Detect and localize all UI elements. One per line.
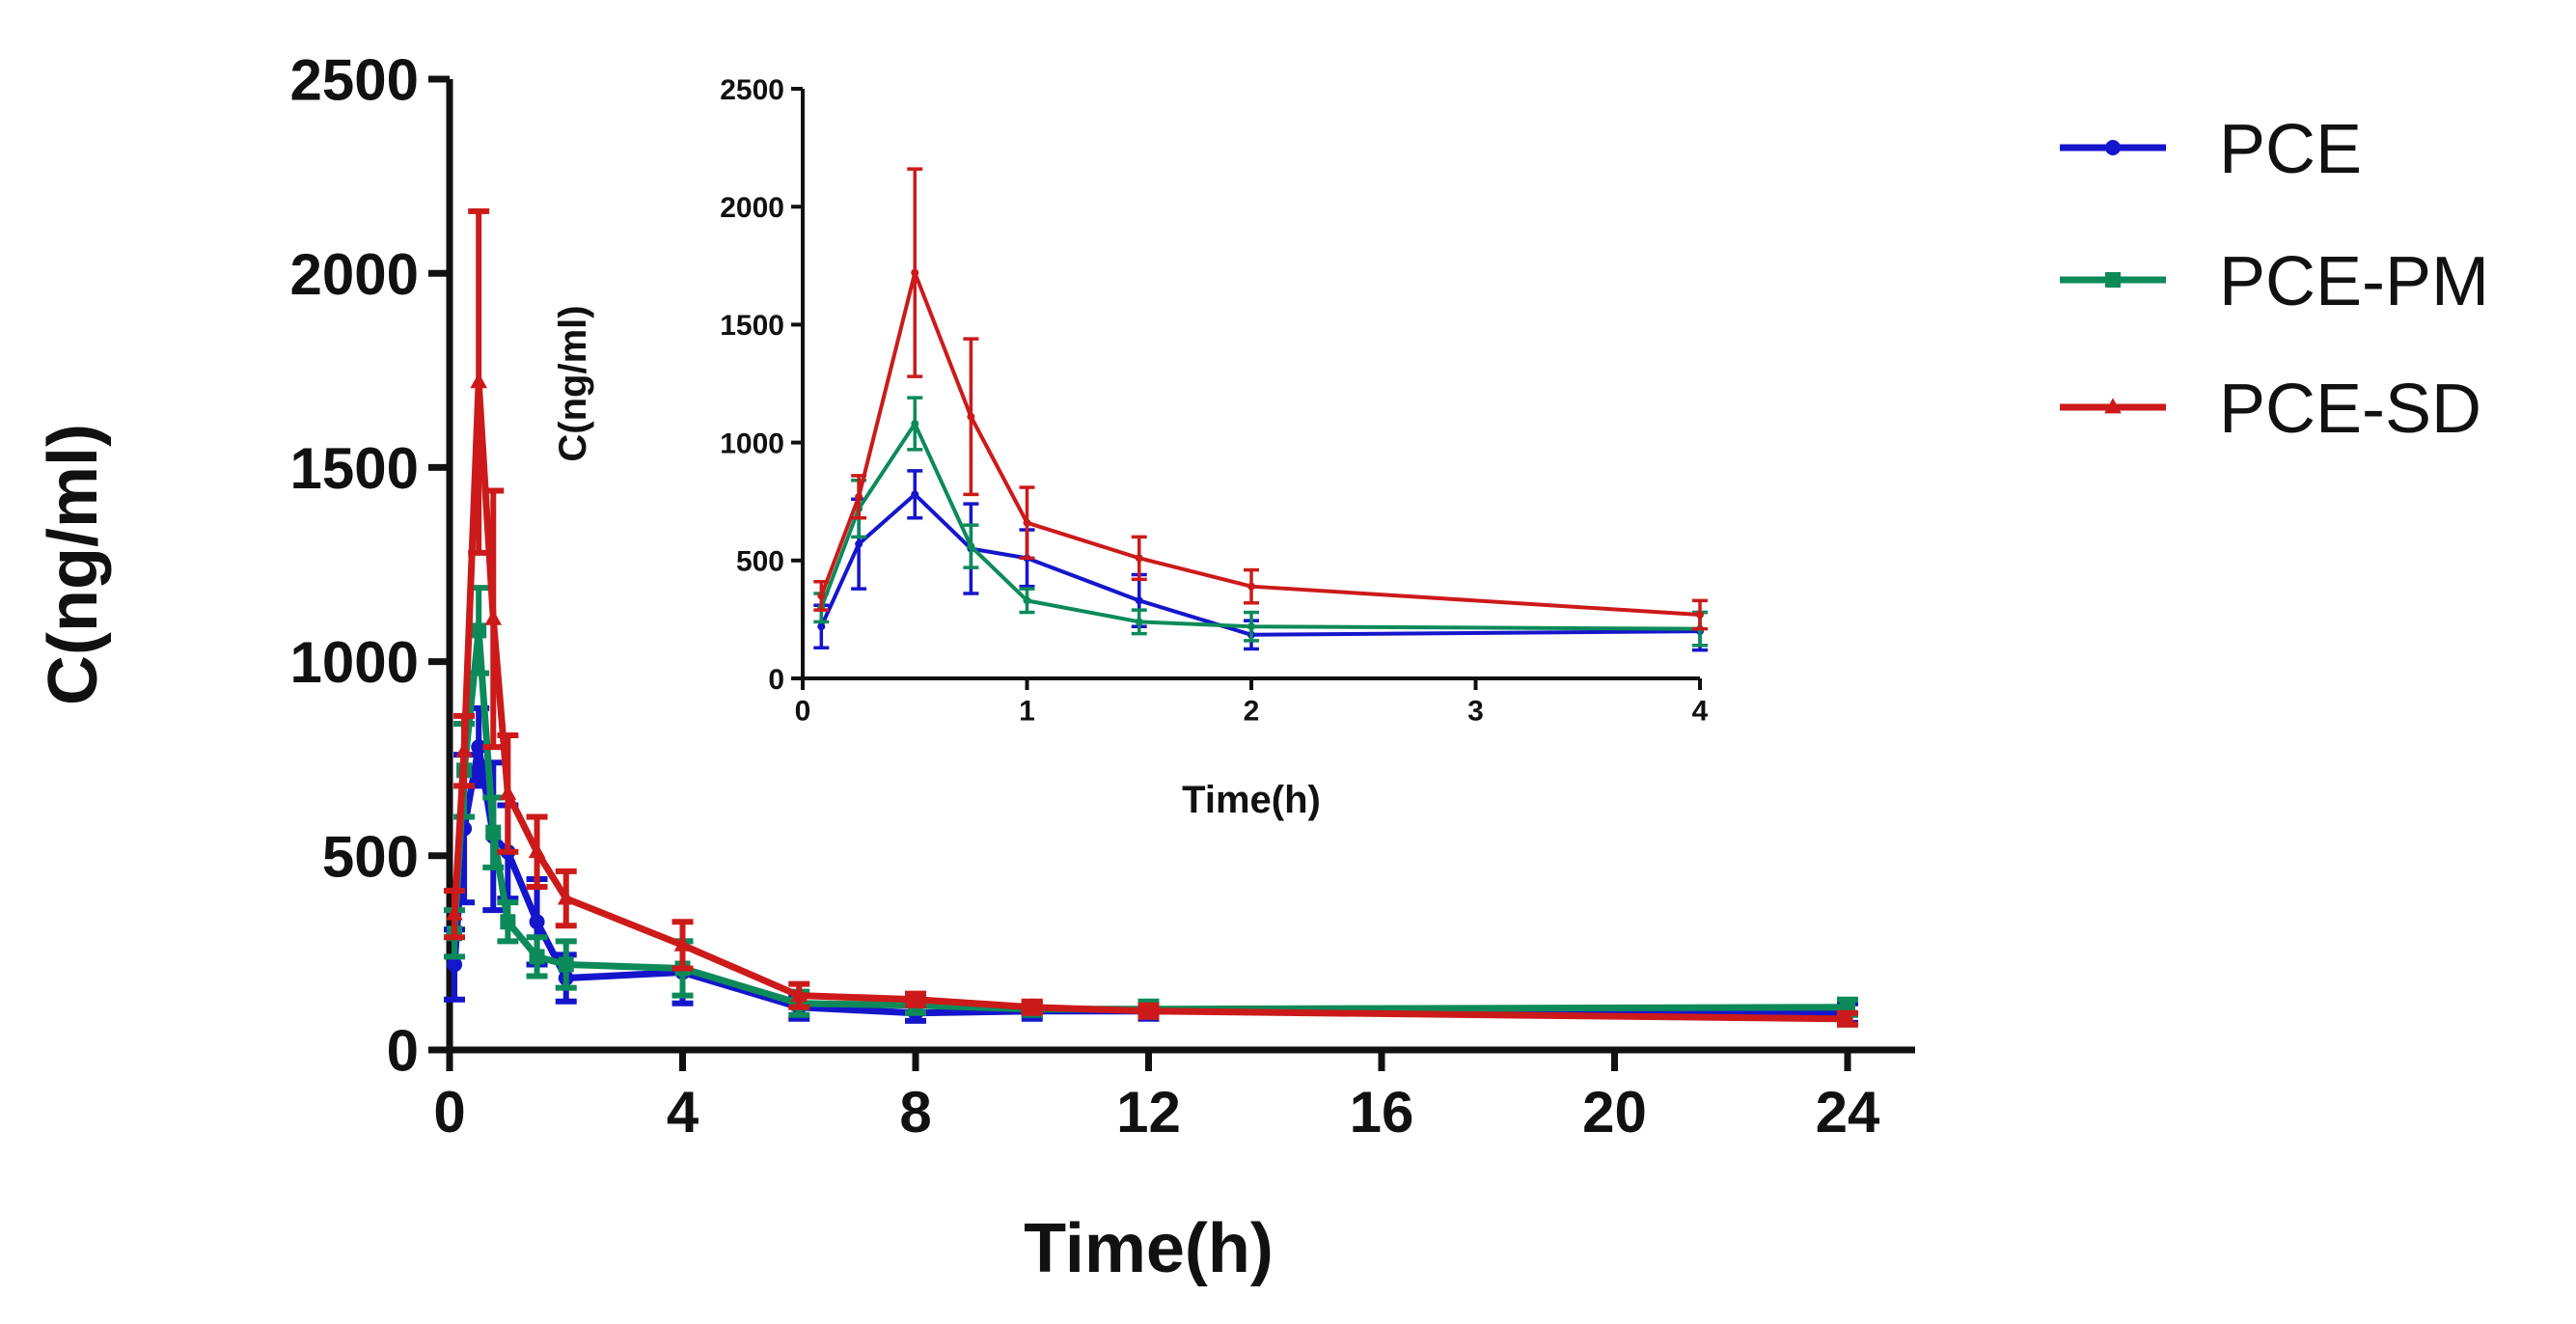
undefined-pce-sd-point-11 (1139, 1002, 1158, 1018)
legend-swatch-marker-pce (2105, 140, 2121, 155)
undefined-pce-pm-line (451, 626, 1849, 1013)
undefined-y-tick-label-1000: 1000 (720, 428, 784, 459)
undefined-pce-point-0 (817, 622, 826, 631)
legend-entry-pce: PCE (2060, 111, 2362, 188)
undefined-x-tick-label-2: 2 (1244, 696, 1260, 728)
undefined-pce-sd-point-8 (790, 986, 808, 1003)
undefined-x-tick-label-0: 0 (795, 696, 811, 728)
undefined-x-tick-label-8: 8 (899, 1080, 931, 1145)
undefined-pce-sd-point-0 (817, 592, 826, 600)
undefined-pce-sd-point-1 (455, 741, 473, 758)
undefined-pce-pm-line (819, 422, 1701, 631)
undefined-pce-sd-point-2 (470, 372, 487, 389)
undefined-pce-sd-point-7 (673, 935, 692, 952)
undefined-y-tick-label-0: 0 (387, 1019, 419, 1084)
undefined-y-tick-label-0: 0 (768, 664, 784, 696)
undefined-y-tick-label-1000: 1000 (290, 630, 419, 695)
undefined-pce-sd-point-5 (528, 842, 546, 859)
undefined-x-tick-label-24: 24 (1816, 1080, 1880, 1145)
undefined-x-axis-label: Time(h) (1182, 779, 1321, 821)
undefined-pce-point-2 (471, 739, 487, 756)
legend-label-pce: PCE (2219, 111, 2362, 188)
legend-swatch-marker-pce-pm (2105, 272, 2121, 288)
undefined-pce-sd-point-7 (1696, 611, 1704, 620)
undefined-x-tick-label-16: 16 (1350, 1080, 1414, 1145)
undefined-pce-sd-point-0 (446, 904, 463, 921)
undefined-pce-pm-point-3 (967, 542, 975, 551)
undefined-series-pce (444, 704, 1858, 1026)
legend-label-pce-pm: PCE-PM (2219, 243, 2489, 320)
undefined-y-tick-label-2500: 2500 (290, 48, 419, 113)
undefined-x-tick-label-20: 20 (1582, 1080, 1647, 1145)
undefined-pce-sd-point-10 (1023, 998, 1041, 1014)
undefined-x-axis-label: Time(h) (1024, 1210, 1274, 1287)
undefined-y-tick-label-500: 500 (736, 546, 784, 578)
undefined-pce-sd-point-3 (967, 412, 975, 421)
undefined-pce-sd-point-6 (557, 889, 575, 905)
undefined-pce-sd-point-4 (499, 784, 517, 800)
undefined-x-tick-label-4: 4 (1692, 696, 1709, 728)
undefined-y-axis-label: C(ng/ml) (552, 305, 594, 461)
undefined-pce-sd-point-1 (855, 492, 863, 501)
undefined-series-pce-sd (444, 207, 1858, 1028)
undefined-pce-point-0 (447, 956, 463, 973)
undefined-pce-sd-point-5 (1135, 554, 1143, 563)
inset-plot: 0 500 1000 1500 2000 2500 0 1 2 3 4 Time(h) C(ng/ml) (552, 74, 1709, 821)
undefined-pce-line (819, 492, 1701, 637)
undefined-pce-pm-point-4 (1023, 596, 1031, 605)
undefined-x-tick-label-3: 3 (1467, 696, 1484, 728)
undefined-pce-point-2 (911, 490, 919, 499)
undefined-pce-sd-point-12 (1839, 1009, 1856, 1026)
undefined-pce-pm-point-6 (1247, 622, 1255, 631)
undefined-y-tick-label-2000: 2000 (720, 192, 784, 224)
undefined-pce-pm-point-3 (485, 824, 502, 841)
legend-label-pce-sd: PCE-SD (2219, 371, 2481, 448)
undefined-y-axis-label: C(ng/ml) (35, 424, 112, 705)
undefined-y-tick-label-2500: 2500 (720, 74, 784, 106)
undefined-x-tick-label-1: 1 (1019, 696, 1035, 728)
undefined-pce-sd-line (819, 270, 1701, 618)
undefined-pce-sd-line (451, 378, 1849, 1023)
undefined-pce-pm-point-5 (1135, 618, 1143, 626)
undefined-pce-sd-point-4 (1023, 518, 1031, 527)
undefined-y-tick-label-500: 500 (322, 824, 419, 889)
undefined-x-tick-label-4: 4 (667, 1080, 699, 1145)
undefined-pce-sd-point-3 (484, 609, 503, 625)
undefined-series-pce-sd (813, 167, 1708, 631)
undefined-pce-line (451, 743, 1849, 1017)
undefined-pce-pm-point-6 (558, 956, 574, 973)
undefined-pce-sd-point-9 (907, 990, 924, 1007)
legend-entry-pce-pm: PCE-PM (2060, 243, 2489, 320)
undefined-pce-point-1 (855, 539, 863, 548)
undefined-y-tick-label-1500: 1500 (720, 310, 784, 342)
undefined-series-pce-pm (444, 585, 1858, 1020)
undefined-y-tick-label-2000: 2000 (290, 242, 419, 307)
undefined-pce-pm-point-5 (529, 949, 545, 965)
undefined-x-tick-label-12: 12 (1116, 1080, 1181, 1145)
undefined-x-tick-label-0: 0 (433, 1080, 465, 1145)
undefined-pce-point-5 (529, 914, 545, 930)
legend-swatch-marker-pce-sd (2104, 398, 2122, 414)
undefined-y-tick-label-1500: 1500 (290, 436, 419, 501)
undefined-pce-pm-point-2 (911, 420, 919, 428)
undefined-pce-point-5 (1135, 596, 1143, 605)
legend-entry-pce-sd: PCE-SD (2060, 371, 2481, 448)
undefined-pce-sd-point-2 (911, 268, 919, 277)
undefined-pce-pm-point-2 (471, 622, 487, 639)
undefined-pce-sd-point-6 (1247, 582, 1255, 591)
legend: PCE PCE-PM PCE-SD (2060, 111, 2489, 448)
undefined-pce-pm-point-4 (500, 914, 516, 930)
